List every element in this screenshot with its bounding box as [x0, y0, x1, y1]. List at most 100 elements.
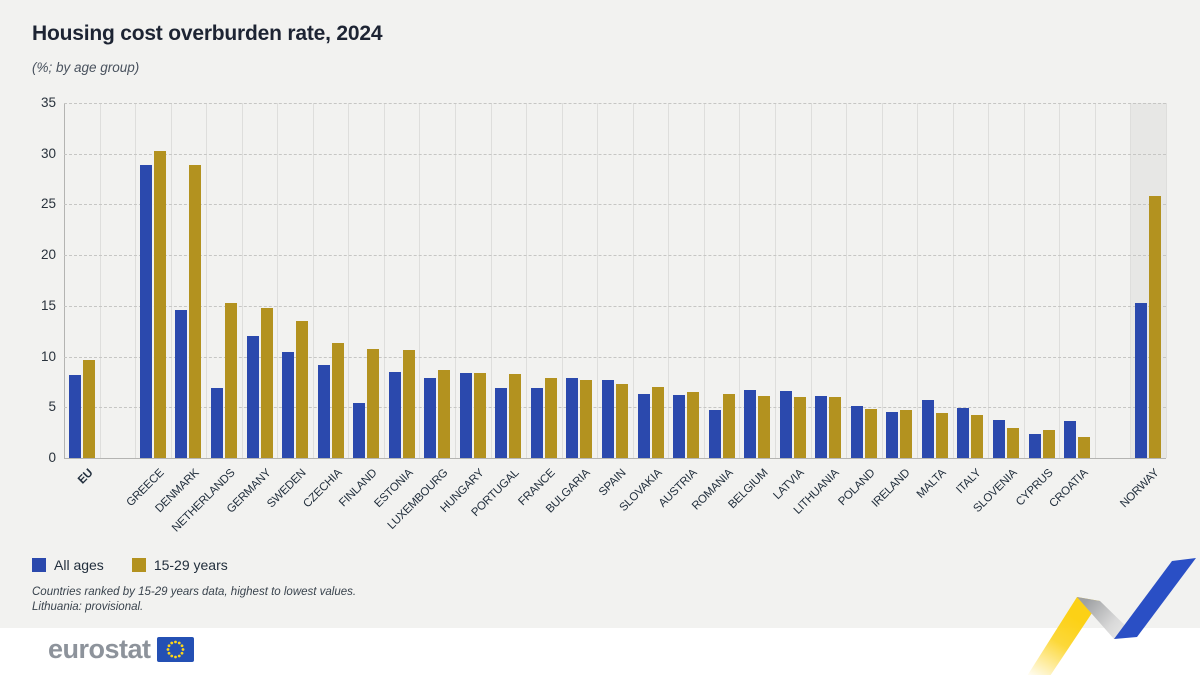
bar-all-ages — [530, 388, 543, 458]
legend-label-all-ages: All ages — [54, 557, 104, 573]
vertical-gridline — [739, 103, 741, 458]
bar-all-ages — [317, 364, 330, 458]
bar-all-ages — [815, 396, 828, 458]
bar-all-ages — [1135, 302, 1148, 458]
vertical-gridline — [881, 103, 883, 458]
bar-youth — [224, 302, 237, 458]
eu-flag-icon — [156, 637, 194, 662]
bar-youth — [509, 373, 522, 458]
bar-youth — [580, 379, 593, 458]
bar-all-ages — [1064, 421, 1077, 458]
bar-youth — [1149, 196, 1162, 458]
footnote-provisional: Lithuania: provisional. — [32, 601, 144, 613]
bar-youth — [935, 413, 948, 458]
vertical-gridline — [206, 103, 208, 458]
bar-all-ages — [68, 374, 81, 458]
y-axis-tick-label: 30 — [40, 145, 56, 161]
y-axis-tick-label: 10 — [40, 348, 56, 364]
bar-youth — [616, 383, 628, 458]
legend-swatch-all-ages-icon — [32, 558, 46, 572]
vertical-gridline — [135, 103, 137, 458]
bar-all-ages — [353, 403, 366, 458]
vertical-gridline — [526, 103, 528, 458]
bar-youth — [296, 321, 309, 458]
vertical-gridline — [1023, 103, 1025, 458]
y-axis-tick-label: 35 — [40, 95, 56, 110]
vertical-gridline — [952, 103, 954, 458]
ribbon-graphic — [1027, 558, 1196, 675]
bar-all-ages — [566, 377, 579, 458]
vertical-gridline — [383, 103, 385, 458]
bar-all-ages — [495, 388, 508, 458]
vertical-gridline — [170, 103, 172, 458]
vertical-gridline — [490, 103, 492, 458]
ribbon-yellow-segment — [1027, 597, 1100, 675]
vertical-gridline — [597, 103, 599, 458]
vertical-gridline — [1166, 103, 1167, 458]
horizontal-gridline — [64, 153, 1166, 155]
bar-youth — [367, 349, 380, 458]
bar-youth — [82, 359, 95, 458]
bar-youth — [722, 394, 735, 458]
bar-youth — [260, 307, 273, 458]
bar-all-ages — [388, 371, 401, 458]
horizontal-gridline — [64, 255, 1166, 257]
bar-youth — [153, 150, 166, 458]
eurostat-logo: eurostat — [48, 634, 194, 665]
vertical-gridline — [455, 103, 457, 458]
footnote-ranking: Countries ranked by 15-29 years data, hi… — [32, 586, 357, 598]
footer-band — [0, 628, 1200, 675]
bar-all-ages — [993, 420, 1006, 458]
country-label: SPAIN — [596, 467, 629, 499]
bar-youth — [438, 369, 451, 458]
vertical-gridline — [917, 103, 919, 458]
bar-all-ages — [424, 377, 437, 458]
bar-youth — [1007, 427, 1020, 458]
country-label: EU — [75, 467, 96, 487]
chart-title: Housing cost overburden rate, 2024 — [32, 22, 383, 45]
country-label: NORWAY — [1118, 467, 1162, 511]
bar-all-ages — [210, 388, 223, 458]
bar-all-ages — [282, 351, 295, 458]
vertical-gridline — [774, 103, 776, 458]
legend-label-youth: 15-29 years — [153, 557, 228, 573]
horizontal-gridline — [64, 305, 1166, 307]
bar-youth — [971, 415, 984, 458]
horizontal-gridline — [64, 204, 1166, 206]
bar-all-ages — [957, 408, 970, 458]
bar-youth — [402, 350, 415, 458]
bar-youth — [687, 392, 700, 458]
bar-all-ages — [459, 372, 472, 458]
bar-all-ages — [744, 390, 757, 458]
vertical-gridline — [1094, 103, 1096, 458]
vertical-gridline — [1130, 103, 1132, 458]
bar-youth — [829, 397, 842, 458]
horizontal-gridline — [64, 356, 1166, 358]
vertical-gridline — [277, 103, 279, 458]
bar-youth — [864, 409, 877, 458]
bar-youth — [189, 164, 202, 458]
bar-all-ages — [886, 412, 899, 458]
legend: All ages 15-29 years — [32, 557, 228, 573]
vertical-gridline — [99, 103, 101, 458]
vertical-gridline — [1059, 103, 1061, 458]
bar-youth — [473, 372, 486, 458]
vertical-gridline — [668, 103, 670, 458]
ribbon-blue-segment — [1114, 558, 1196, 639]
bar-all-ages — [921, 400, 934, 458]
vertical-gridline — [703, 103, 705, 458]
country-label: NETHERLANDS — [169, 467, 238, 535]
bar-youth — [331, 343, 344, 458]
bar-youth — [1078, 436, 1091, 458]
bar-all-ages — [175, 309, 188, 458]
bar-youth — [1042, 429, 1055, 458]
y-axis-tick-label: 15 — [40, 297, 56, 313]
legend-item-all-ages: All ages — [32, 557, 104, 573]
chart-subtitle: (%; by age group) — [32, 60, 140, 75]
vertical-gridline — [810, 103, 812, 458]
bar-youth — [758, 396, 771, 458]
y-axis-tick-label: 25 — [40, 196, 56, 212]
bar-all-ages — [637, 394, 650, 458]
horizontal-gridline — [64, 407, 1166, 409]
